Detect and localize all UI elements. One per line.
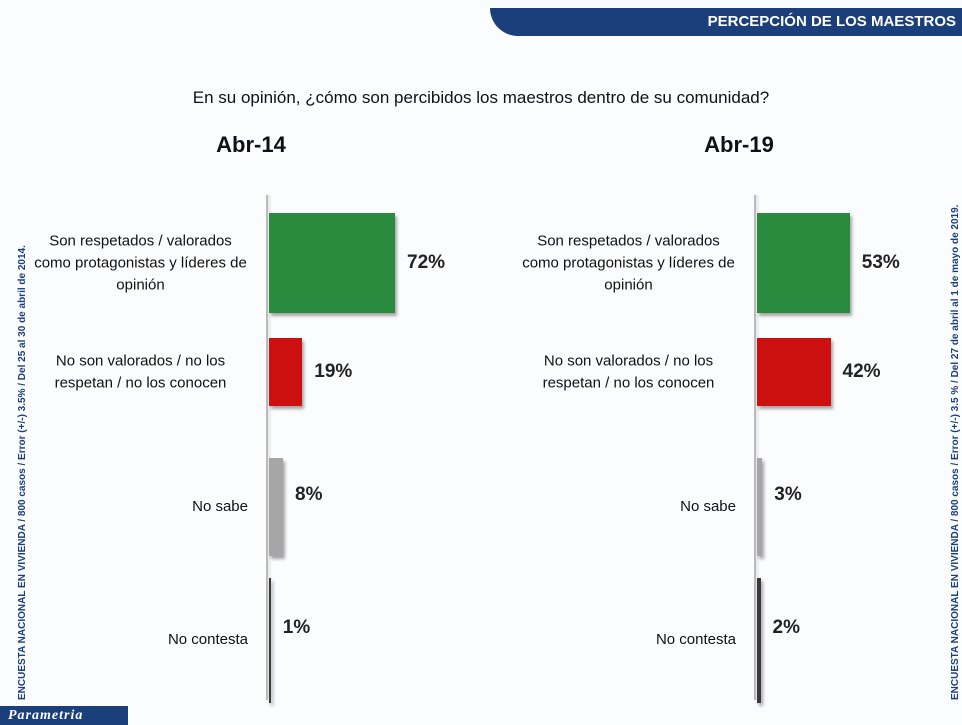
category-label: No sabe (680, 496, 736, 518)
slide: PERCEPCIÓN DE LOS MAESTROS En su opinión… (0, 0, 962, 725)
value-label: 19% (314, 361, 352, 383)
value-label: 72% (407, 252, 445, 274)
category-label: Son respetados / valorados como protagon… (521, 230, 736, 295)
side-note: ENCUESTA NACIONAL EN VIVIENDA / 800 caso… (950, 205, 961, 700)
bar (269, 338, 302, 406)
bar (757, 338, 831, 406)
category-label: No contesta (168, 629, 248, 651)
category-label: No son valorados / no los respetan / no … (33, 350, 248, 394)
bar (757, 578, 761, 703)
bar (757, 213, 850, 313)
bar (757, 458, 762, 556)
axis-line (266, 195, 268, 700)
value-label: 3% (774, 484, 801, 506)
value-label: 8% (295, 484, 322, 506)
category-label: No sabe (192, 496, 248, 518)
bar (269, 578, 271, 703)
category-label: Son respetados / valorados como protagon… (33, 230, 248, 295)
logo: Parametria (0, 706, 128, 725)
chart-title: Abr-14 (151, 132, 351, 158)
category-label: No son valorados / no los respetan / no … (521, 350, 736, 394)
category-label: No contesta (656, 629, 736, 651)
value-label: 53% (862, 252, 900, 274)
side-note: ENCUESTA NACIONAL EN VIVIENDA / 800 caso… (17, 245, 28, 700)
value-label: 42% (843, 361, 881, 383)
bar (269, 458, 283, 556)
chart-title: Abr-19 (639, 132, 839, 158)
value-label: 1% (283, 617, 310, 639)
header: PERCEPCIÓN DE LOS MAESTROS (490, 8, 962, 36)
value-label: 2% (773, 617, 800, 639)
bar (269, 213, 395, 313)
question: En su opinión, ¿cómo son percibidos los … (0, 88, 962, 108)
axis-line (754, 195, 756, 700)
